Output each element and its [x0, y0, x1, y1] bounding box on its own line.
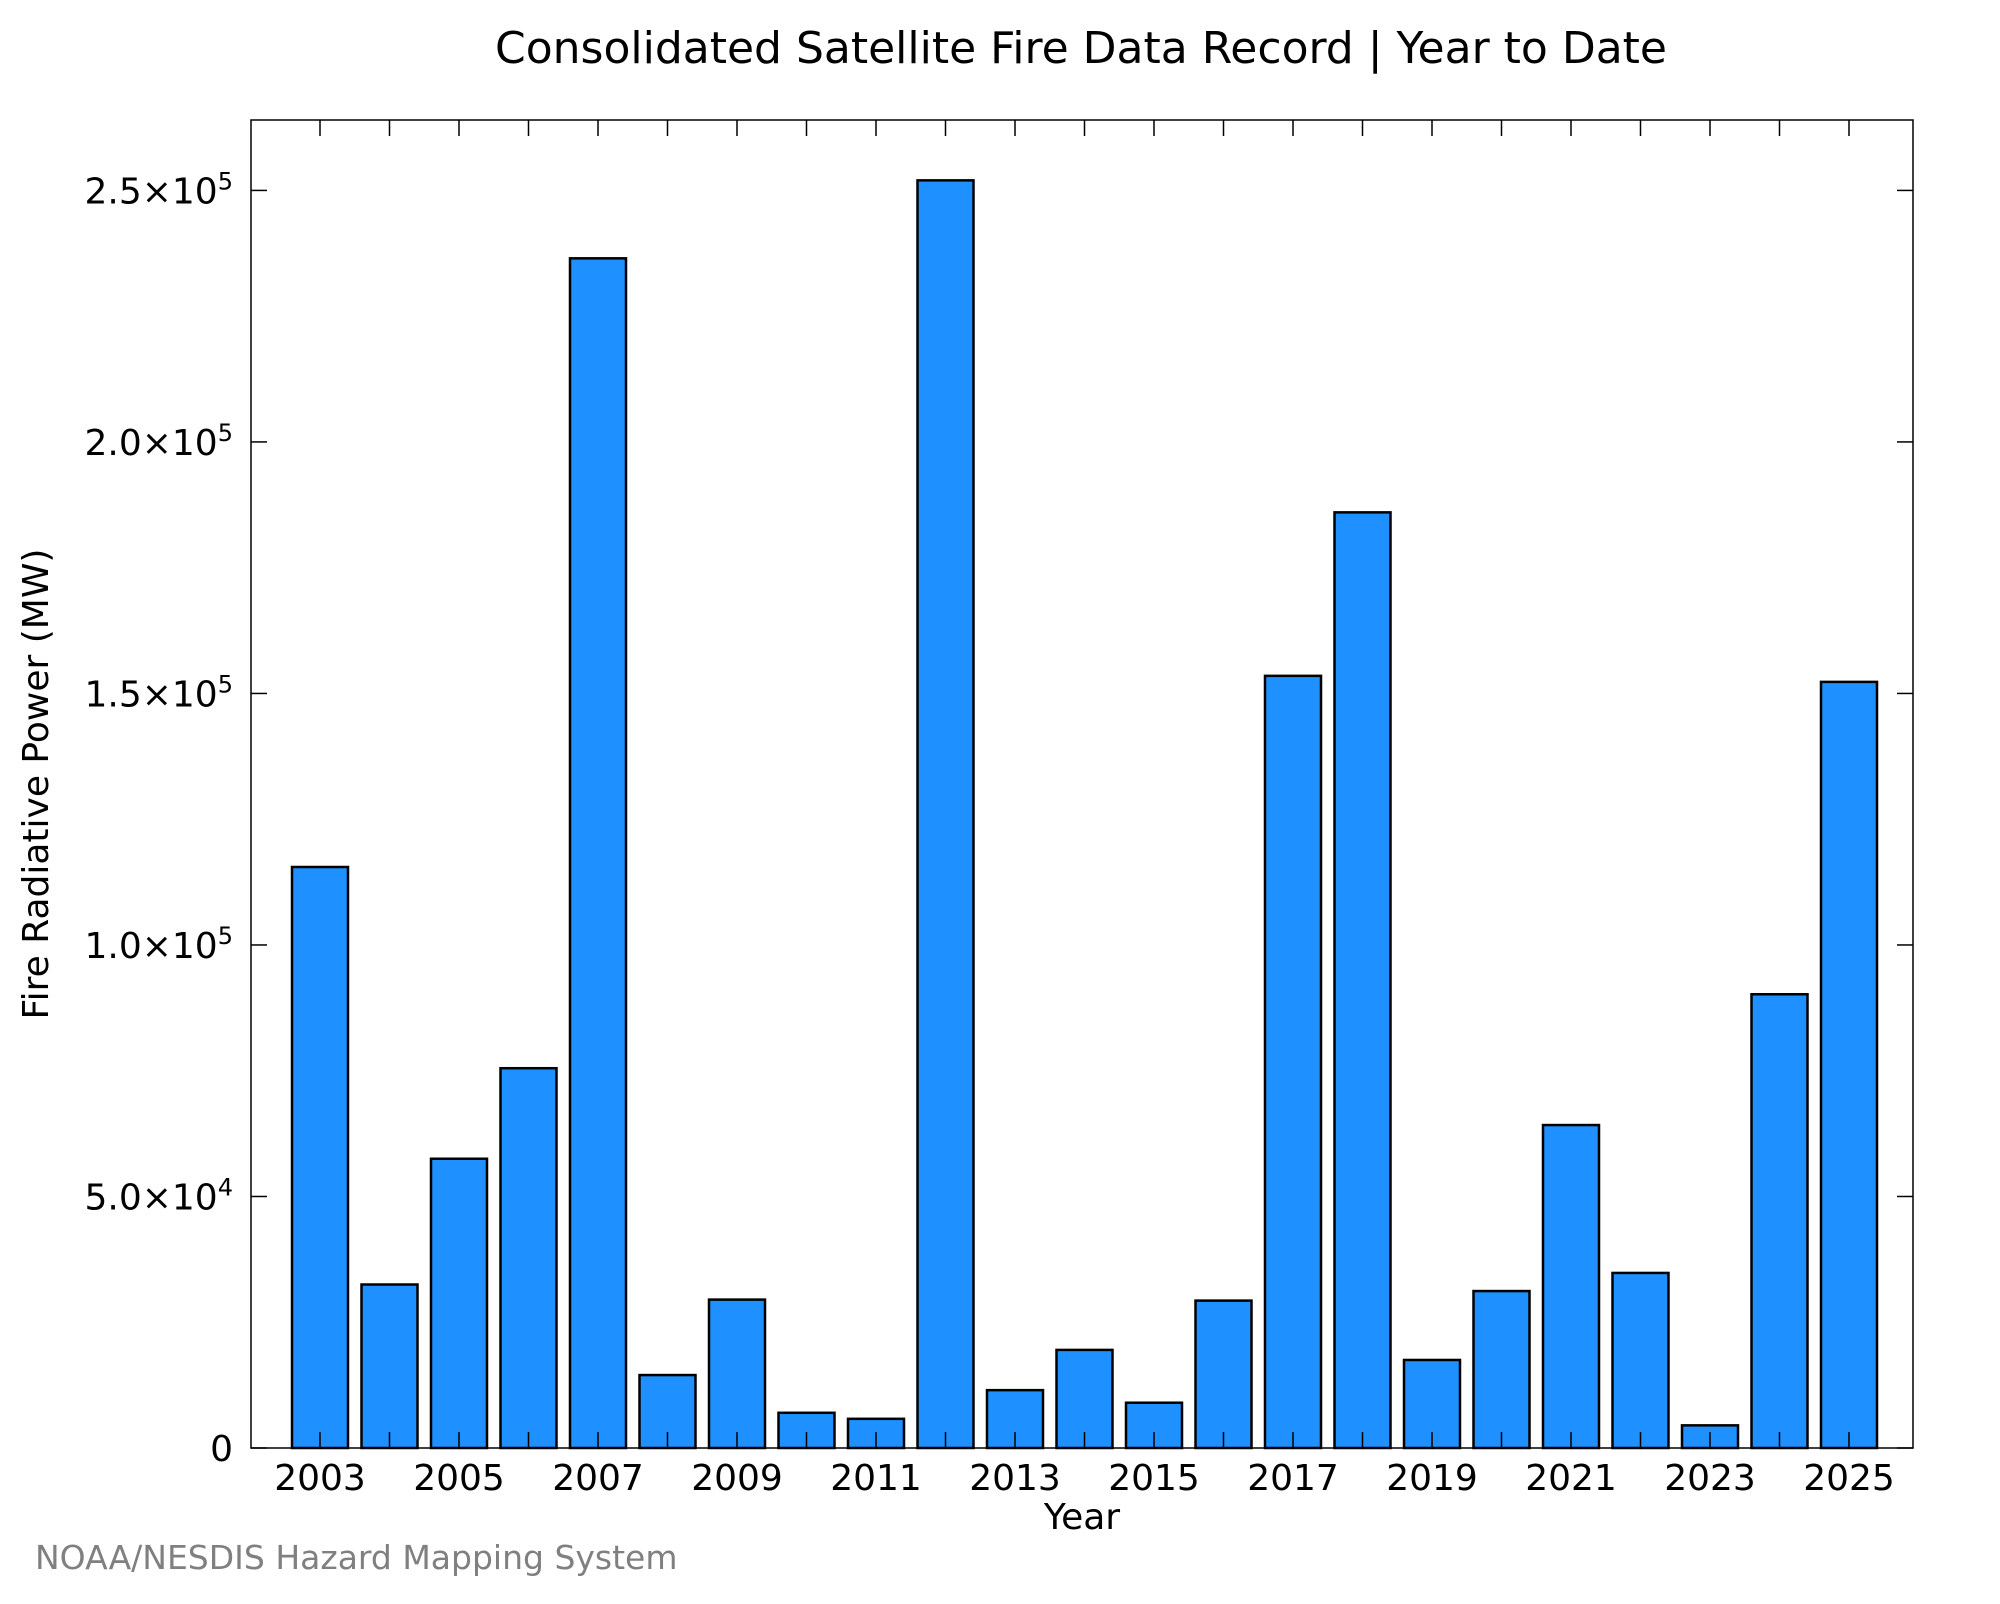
x-tick-label: 2011 — [830, 1458, 922, 1499]
bar-2009 — [707, 1298, 767, 1450]
y-tick-label: 1.5×105 — [84, 670, 233, 715]
bar-2017 — [1263, 674, 1323, 1450]
plot-frame — [250, 119, 1914, 1449]
x-tick-label: 2007 — [552, 1458, 644, 1499]
bar-2025 — [1819, 680, 1879, 1450]
y-tick-label: 1.0×105 — [84, 922, 233, 967]
x-tick-label: 2017 — [1247, 1458, 1339, 1499]
bar-2007 — [568, 257, 628, 1450]
bar-2005 — [429, 1157, 489, 1450]
x-tick-label: 2021 — [1525, 1458, 1617, 1499]
x-tick-label: 2013 — [969, 1458, 1061, 1499]
x-axis: 2003 2005 2007 2009 2011 2013 2015 2017 2019 2021… — [274, 120, 1895, 1499]
x-axis-label: Year — [1043, 1497, 1120, 1538]
x-tick-label: 2009 — [691, 1458, 783, 1499]
bar-2021 — [1541, 1123, 1601, 1450]
y-tick-label: 0 — [210, 1429, 233, 1470]
chart-title: Consolidated Satellite Fire Data Record … — [495, 23, 1667, 74]
x-tick-label: 2025 — [1803, 1458, 1895, 1499]
y-tick-label: 2.5×105 — [84, 167, 233, 212]
bar-2004 — [360, 1283, 419, 1450]
credit-text: NOAA/NESDIS Hazard Mapping System — [35, 1538, 678, 1577]
bar-2012 — [916, 179, 975, 1450]
y-axis: 0 5.0×104 1.0×105 1.5×105 2.0×105 2.5×105 — [84, 167, 1913, 1470]
x-tick-label: 2005 — [413, 1458, 505, 1499]
bar-2022 — [1611, 1271, 1670, 1450]
x-tick-label: 2015 — [1108, 1458, 1200, 1499]
bar-2020 — [1472, 1289, 1531, 1450]
bar-2024 — [1750, 993, 1809, 1450]
x-tick-label: 2019 — [1386, 1458, 1478, 1499]
y-axis-label: Fire Radiative Power (MW) — [16, 549, 57, 1020]
y-tick-label: 5.0×104 — [84, 1173, 233, 1218]
bars-group — [290, 179, 1879, 1450]
bar-2006 — [499, 1066, 558, 1450]
bar-2003 — [290, 865, 350, 1450]
bar-2016 — [1194, 1299, 1253, 1450]
x-tick-label: 2023 — [1664, 1458, 1756, 1499]
y-tick-label: 2.0×105 — [84, 419, 233, 464]
bar-2018 — [1333, 511, 1392, 1450]
x-tick-label: 2003 — [274, 1458, 366, 1499]
